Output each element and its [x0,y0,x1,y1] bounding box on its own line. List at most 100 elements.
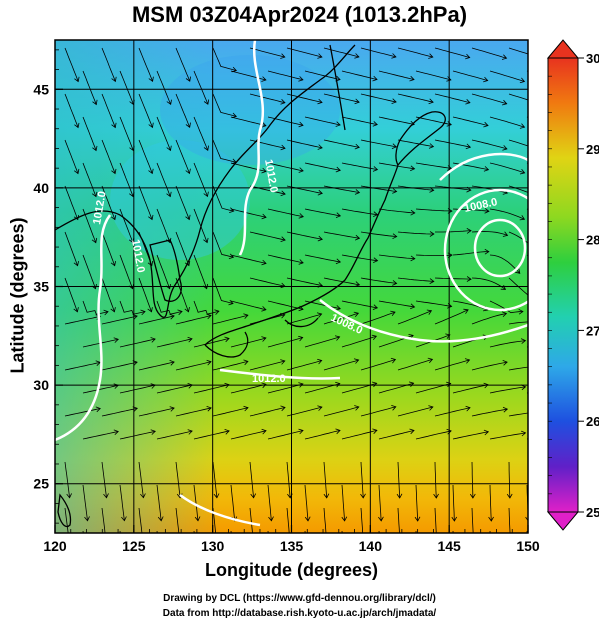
streamline-arrowhead [378,516,384,522]
streamline-arrowhead [187,336,193,343]
streamline [249,461,254,498]
streamline-arrowhead [335,212,342,218]
streamline-arrowhead [165,284,171,290]
streamline-arrowhead [206,359,212,366]
streamline-arrowhead [111,168,117,175]
streamline [304,70,341,80]
streamline-arrowhead [392,233,398,240]
streamline-arrowhead [110,307,116,313]
streamline [508,507,511,533]
streamline-arrowhead [203,145,209,152]
grid [55,40,528,533]
y-axis-ticks: 25 30 35 40 45 [33,49,63,524]
streamline-arrowhead [392,188,398,194]
streamline [175,185,190,220]
streamline-arrowhead [67,539,72,543]
streamline-arrowhead [502,231,509,237]
streamline [138,277,152,312]
streamline [341,254,378,262]
streamline [378,254,415,260]
streamline [212,47,237,71]
streamline [397,139,434,147]
streamline-arrowhead [373,211,379,217]
streamline-arrowhead [447,252,453,259]
streamline [341,335,377,348]
streamline-arrowhead [147,307,153,313]
streamline-arrowhead [323,493,330,499]
streamline [434,47,470,58]
streamline [434,507,437,533]
streamline-arrowhead [185,76,191,82]
streamline [156,300,183,315]
streamline-arrowhead [360,493,366,499]
streamline-arrowhead [317,282,323,288]
streamline-arrowhead [166,145,172,152]
streamline-arrowhead [298,76,304,82]
streamline [360,406,396,417]
streamline [267,430,304,440]
streamline [249,277,286,287]
streamline-arrowhead [298,167,304,173]
colorbar-tick-label: 268 [586,414,599,429]
streamline [471,277,506,290]
streamline-arrowhead [518,308,524,315]
streamline-arrowhead [539,101,544,106]
streamline-arrowhead [73,307,79,313]
streamline-arrowhead [428,53,434,59]
streamline [138,315,175,325]
streamline [360,93,397,103]
streamline [230,430,267,440]
streamline [434,359,470,371]
streamline [471,461,474,499]
streamline [267,300,304,310]
streamline-arrowhead [206,406,212,412]
streamline-arrowhead [129,191,135,198]
streamline-arrowhead [501,311,508,317]
streamline-arrowhead [354,189,361,195]
streamline [212,231,234,258]
streamline [193,162,208,197]
streamline [341,484,345,521]
streamline-arrowhead [538,195,543,200]
streamline [341,300,378,309]
streamline-arrowhead [261,259,267,266]
y-tick-label: 30 [33,377,49,393]
colorbar-bottom-arrow [546,511,580,531]
streamline [101,361,138,371]
streamline [341,70,378,80]
streamline [101,461,107,498]
streamline-arrowhead [317,53,323,59]
streamline [249,185,286,195]
colorbar-scale [547,57,579,513]
streamline-arrowhead [169,313,175,320]
streamline [360,461,364,498]
streamline [304,383,340,394]
streamline [249,231,286,241]
streamline [119,70,134,105]
colorbar-top-arrow [546,39,580,59]
streamline [452,116,489,126]
streamline [489,116,525,128]
streamline-arrowhead [298,428,304,435]
credit-dcl: Drawing by DCL (https://www.gfd-dennou.o… [163,593,436,604]
streamline [304,336,340,348]
streamline-arrowhead [111,76,117,83]
streamline-arrowhead [194,516,201,522]
streamline [193,338,230,348]
streamline [230,484,236,521]
streamline [119,162,134,197]
streamline-arrowhead [391,143,398,149]
streamline [101,47,116,82]
streamline-arrowhead [184,260,191,267]
streamline-arrowhead [484,208,490,214]
streamline [212,185,234,212]
streamline-arrowhead [446,76,452,82]
wind-streamlines [64,47,544,543]
streamline-arrowhead [157,516,164,522]
streamline-arrowhead [148,214,154,221]
streamline-arrowhead [390,310,396,317]
streamline [397,507,400,533]
streamline [471,231,508,236]
streamline-arrowhead [410,165,416,172]
streamline [397,461,401,499]
